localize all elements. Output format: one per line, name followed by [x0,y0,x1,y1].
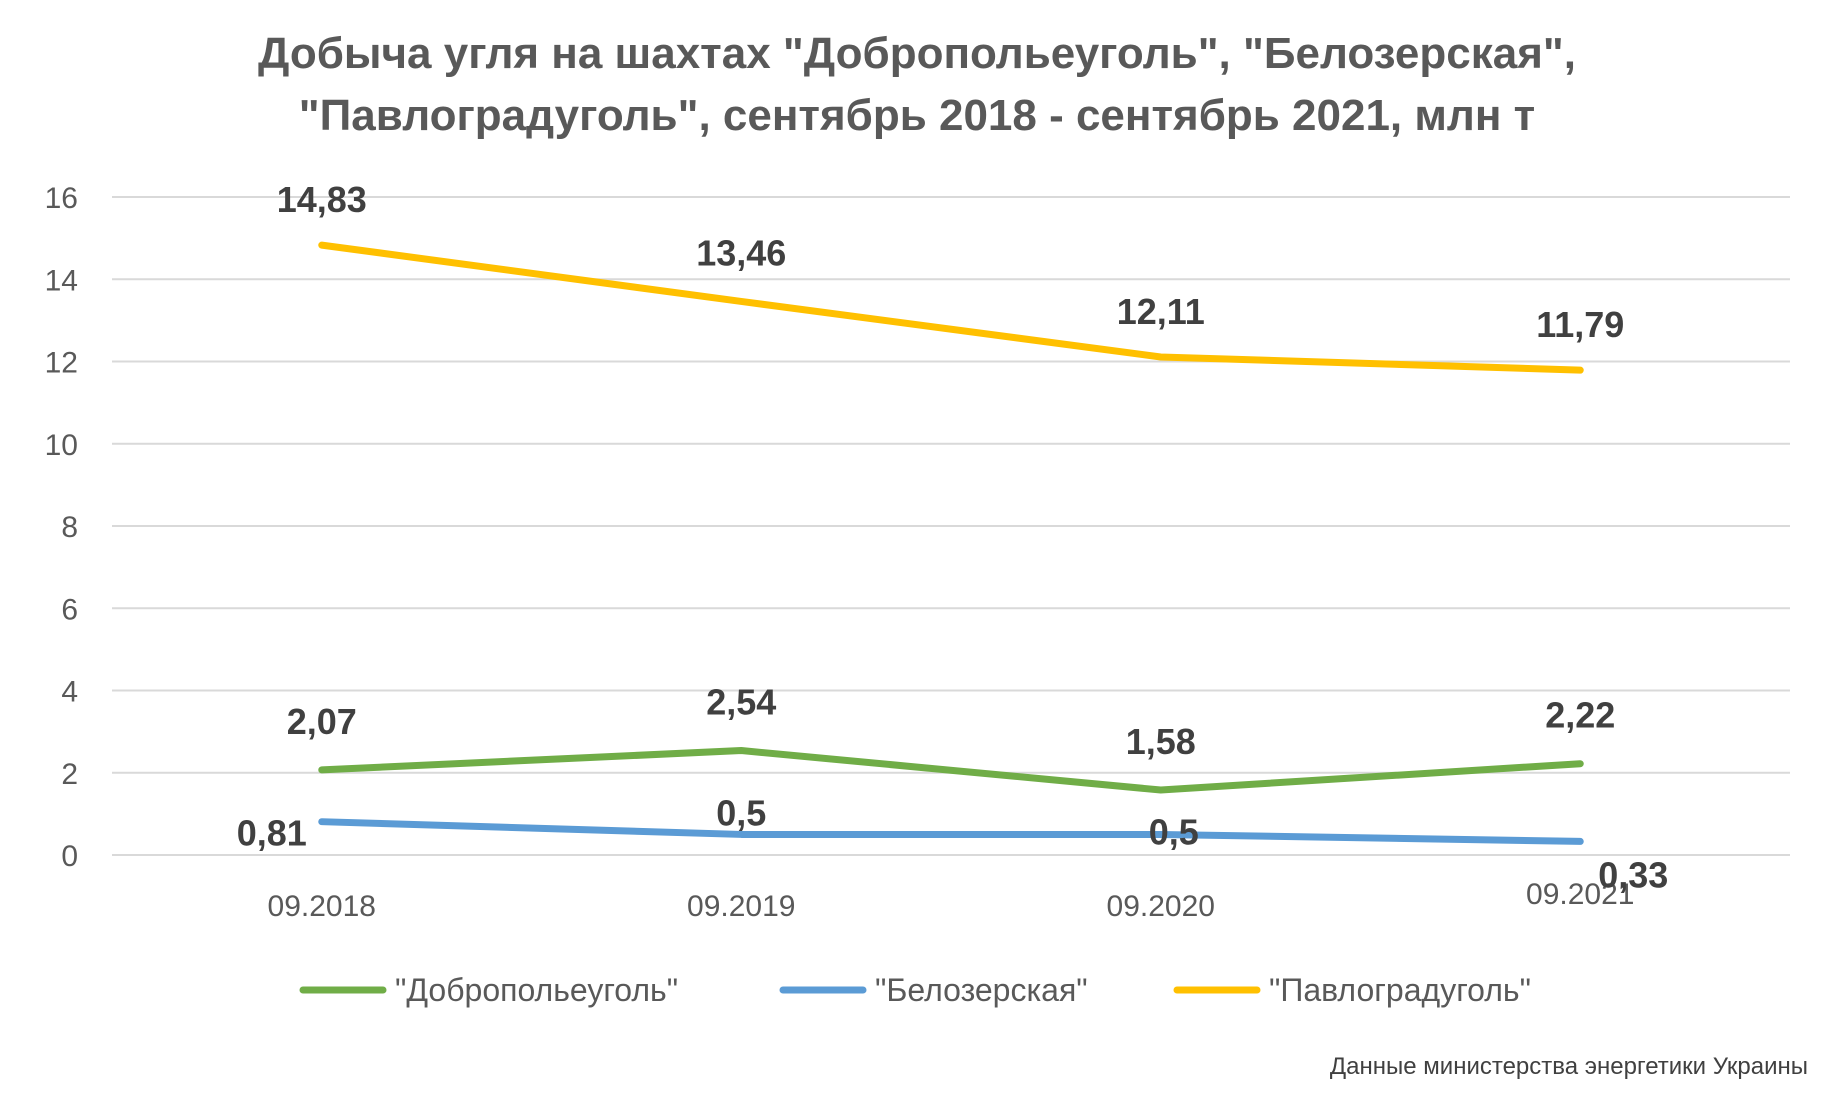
y-tick-label: 10 [45,429,78,462]
data-label: 0,5 [716,792,766,833]
y-tick-label: 2 [61,758,78,791]
data-label: 2,07 [287,701,357,742]
y-axis-ticks: 0 2 4 6 8 10 12 14 16 [45,182,78,873]
data-label: 12,11 [1117,291,1205,332]
x-tick-label: 09.2018 [268,890,376,923]
data-labels: 2,07 2,54 1,58 2,22 0,81 0,5 0,5 0,33 14,83 13,46… [237,179,1669,895]
y-tick-label: 6 [61,593,78,626]
data-label: 0,5 [1149,811,1199,852]
data-label: 14,83 [277,179,367,220]
data-label: 0,81 [237,813,307,854]
data-label: 0,33 [1598,854,1668,895]
data-label: 2,22 [1545,695,1615,736]
y-tick-label: 0 [61,840,78,873]
series-line-2 [318,241,1584,374]
x-tick-label: 09.2019 [687,890,795,923]
series-lines [318,241,1584,845]
y-tick-label: 16 [45,182,78,215]
chart-title-line-2: "Павлоградуголь", сентябрь 2018 - сентяб… [299,91,1535,140]
y-tick-label: 12 [45,347,78,380]
data-label: 1,58 [1126,721,1196,762]
data-label: 13,46 [696,232,786,273]
y-tick-label: 14 [45,264,78,297]
legend-label: "Белозерская" [875,972,1088,1008]
data-label: 11,79 [1536,304,1624,345]
series-line-0 [318,747,1584,794]
gridlines [112,196,1790,856]
y-tick-label: 4 [61,676,78,709]
series-line-1 [318,818,1584,845]
chart-title-line-1: Добыча угля на шахтах "Добропольеуголь",… [258,29,1576,78]
source-note: Данные министерства энергетики Украины [1330,1053,1808,1080]
legend-label: "Добропольеуголь" [395,972,678,1008]
legend-label: "Павлоградуголь" [1269,972,1531,1008]
data-label: 2,54 [706,682,776,723]
x-tick-label: 09.2020 [1107,890,1215,923]
x-axis-ticks: 09.2018 09.2019 09.2020 09.2021 [268,878,1635,923]
y-tick-label: 8 [61,511,78,544]
x-tick-label: 09.2021 [1526,878,1634,911]
legend: "Добропольеуголь" "Белозерская" "Павлоград… [299,972,1531,1008]
